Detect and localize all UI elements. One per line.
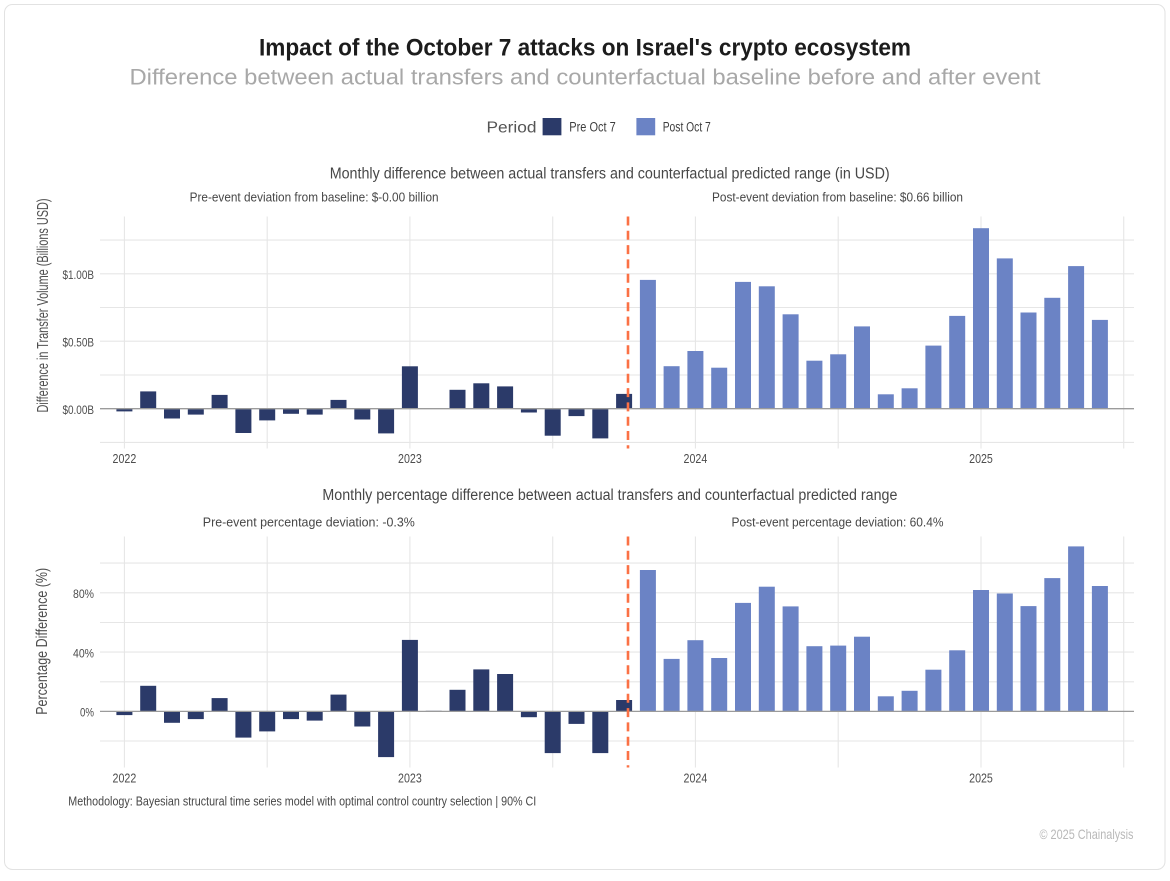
svg-text:Post-event deviation from base: Post-event deviation from baseline: $0.6… xyxy=(712,191,963,205)
svg-text:2023: 2023 xyxy=(398,451,422,466)
svg-text:Pre-event deviation from basel: Pre-event deviation from baseline: $-0.0… xyxy=(190,191,439,205)
svg-text:Post-event percentage deviatio: Post-event percentage deviation: 60.4% xyxy=(732,516,944,530)
svg-text:2024: 2024 xyxy=(684,771,708,786)
svg-text:2022: 2022 xyxy=(113,451,137,466)
svg-text:Impact of the October 7 attack: Impact of the October 7 attacks on Israe… xyxy=(259,35,911,62)
svg-text:Percentage Difference (%): Percentage Difference (%) xyxy=(34,568,51,715)
svg-text:Monthly percentage difference: Monthly percentage difference between ac… xyxy=(322,487,897,504)
svg-text:$1.00B: $1.00B xyxy=(63,268,95,282)
svg-text:40%: 40% xyxy=(73,646,94,660)
svg-text:Methodology: Bayesian structur: Methodology: Bayesian structural time se… xyxy=(68,795,536,809)
svg-text:80%: 80% xyxy=(73,587,94,601)
svg-text:$0.00B: $0.00B xyxy=(63,403,95,417)
svg-text:Period: Period xyxy=(487,119,537,136)
svg-text:Monthly difference between act: Monthly difference between actual transf… xyxy=(330,166,890,183)
svg-text:Pre Oct 7: Pre Oct 7 xyxy=(569,120,615,135)
svg-text:0%: 0% xyxy=(80,706,94,720)
svg-text:2025: 2025 xyxy=(969,771,993,786)
svg-text:© 2025 Chainalysis: © 2025 Chainalysis xyxy=(1040,826,1134,842)
svg-text:2025: 2025 xyxy=(969,451,993,466)
svg-text:Difference in Transfer Volume: Difference in Transfer Volume (Billions … xyxy=(35,199,52,413)
svg-text:2024: 2024 xyxy=(684,451,708,466)
svg-text:$0.50B: $0.50B xyxy=(63,336,95,350)
svg-text:2022: 2022 xyxy=(113,771,137,786)
svg-text:2023: 2023 xyxy=(398,771,422,786)
svg-text:Post Oct 7: Post Oct 7 xyxy=(663,120,711,135)
svg-text:Difference between actual tran: Difference between actual transfers and … xyxy=(130,65,1042,90)
svg-text:Pre-event percentage deviation: Pre-event percentage deviation: -0.3% xyxy=(203,516,415,530)
